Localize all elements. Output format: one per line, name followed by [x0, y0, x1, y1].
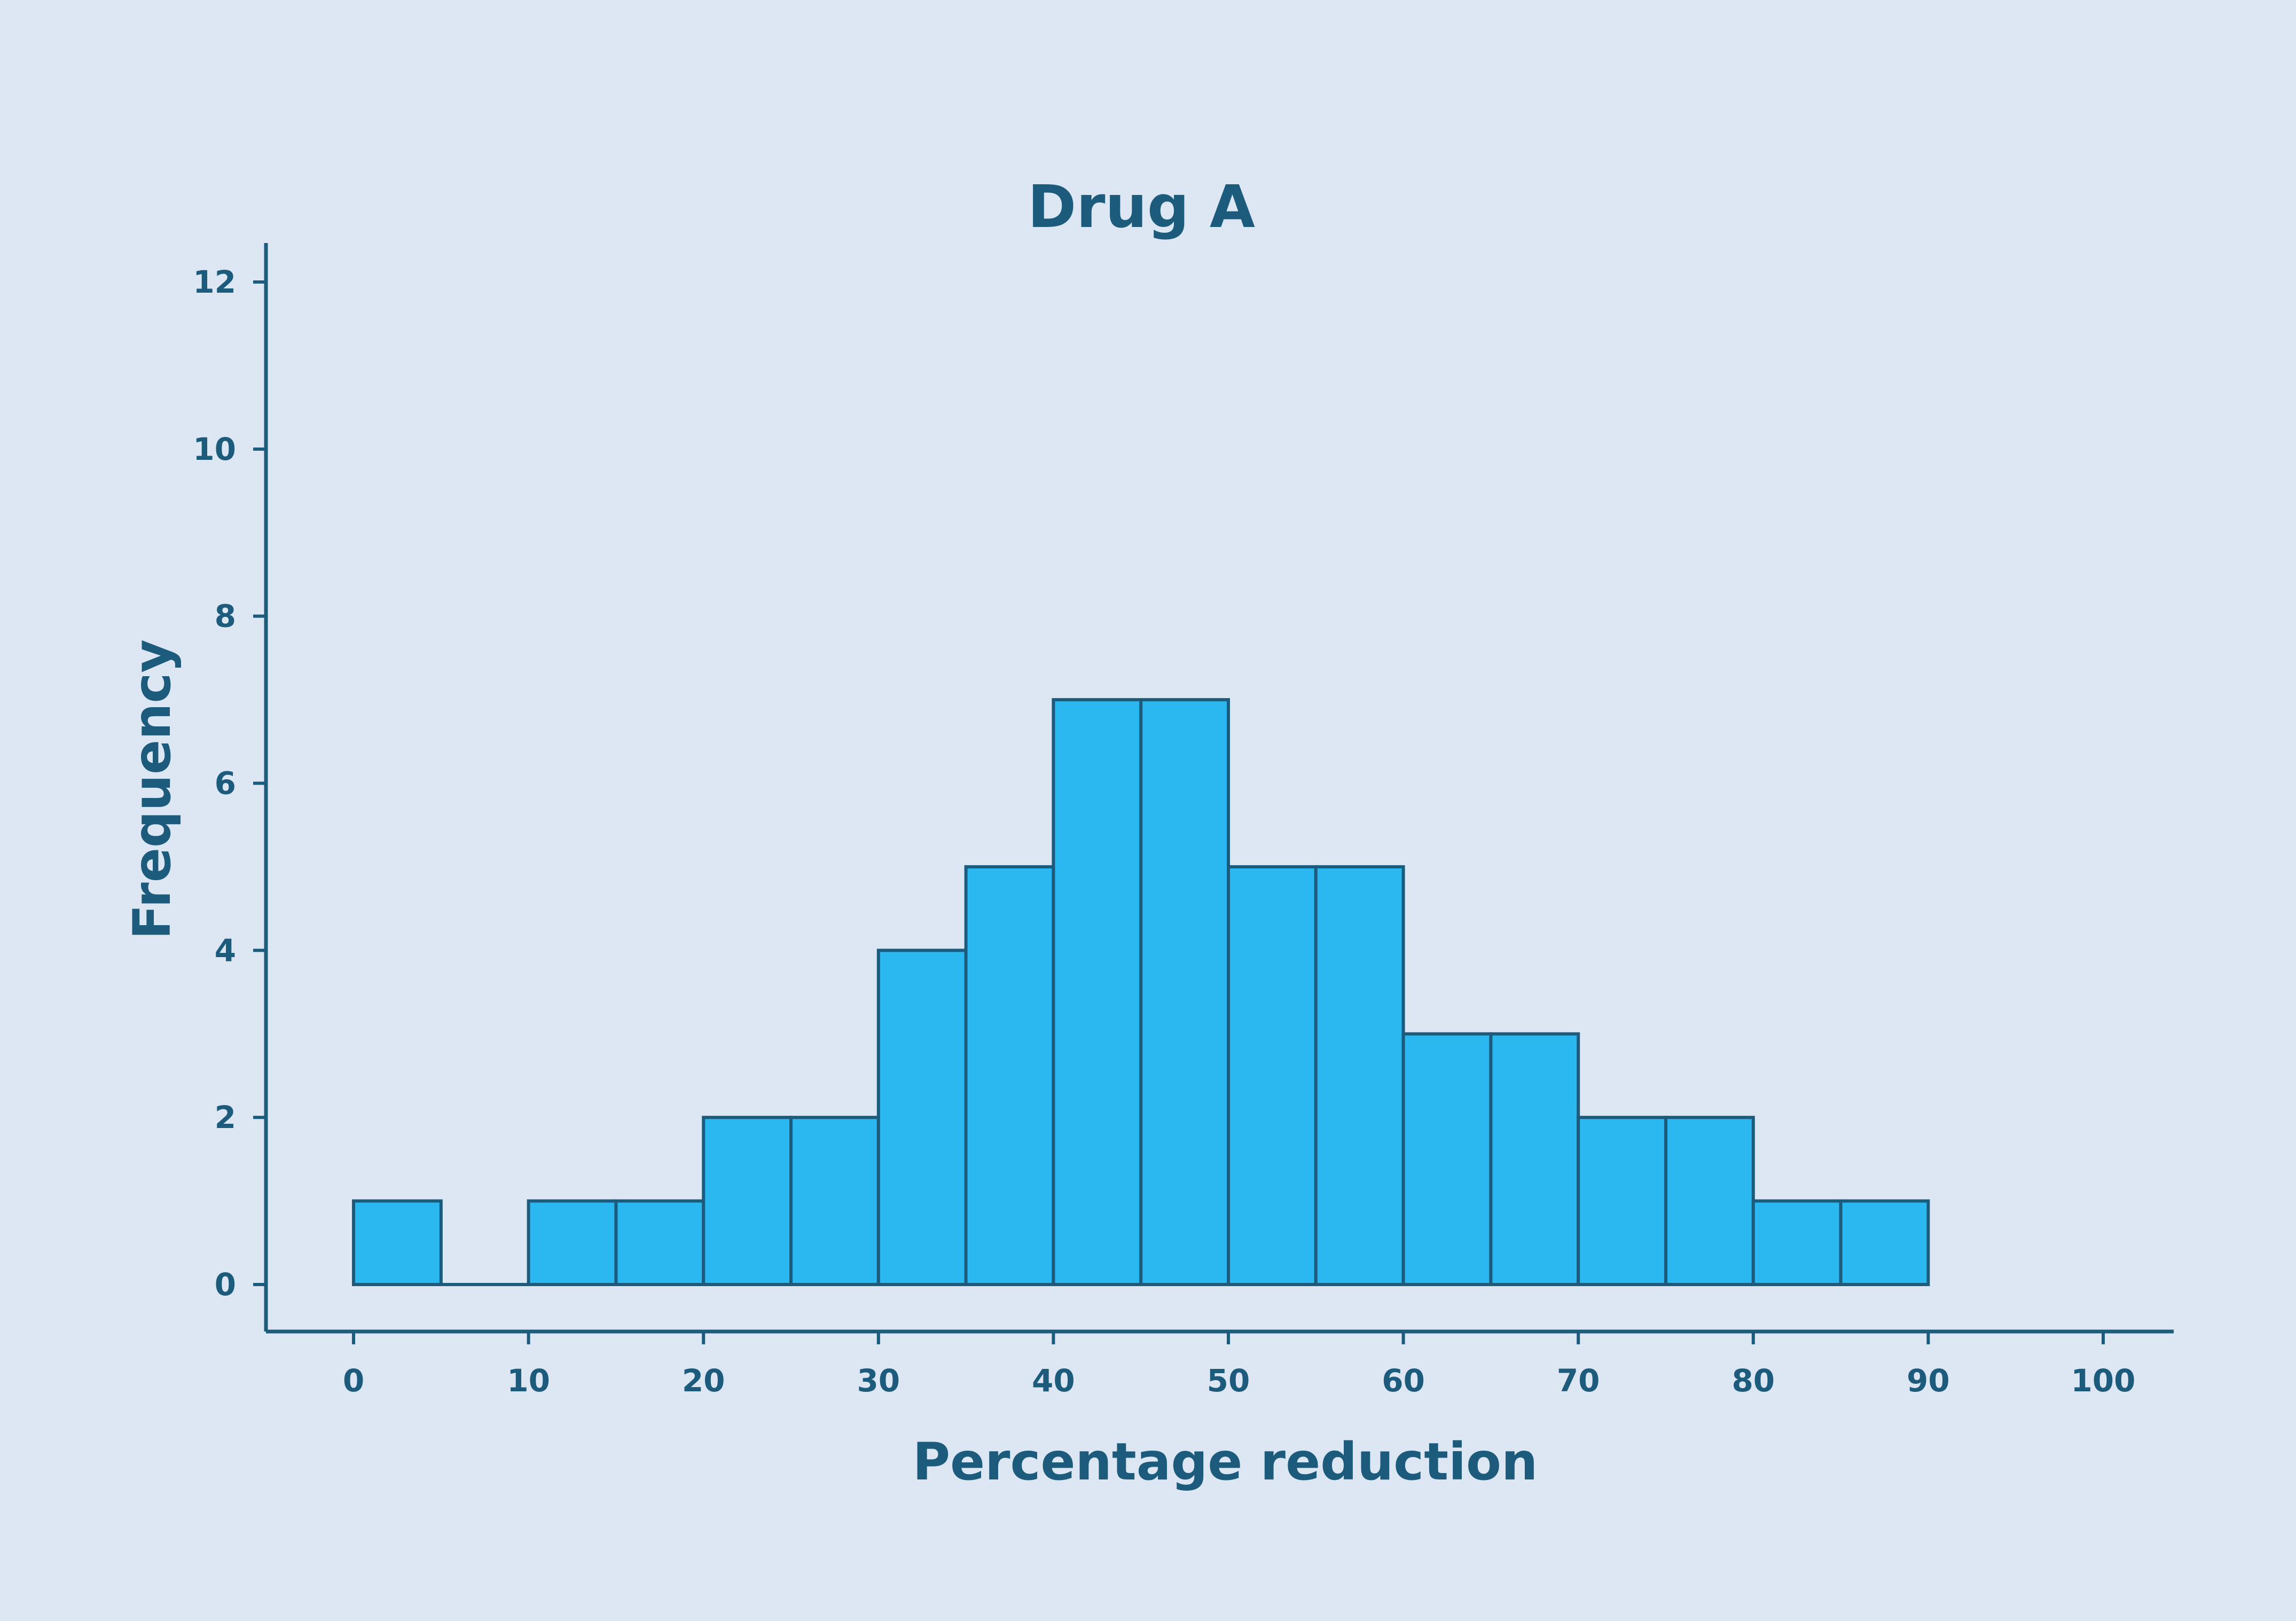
- y-tick-label-2: 2: [215, 1099, 236, 1136]
- histogram-bar-50-55: [1227, 865, 1318, 1286]
- histogram-bar-20-25: [702, 1116, 793, 1287]
- y-axis-label: Frequency: [122, 639, 182, 939]
- histogram-bar-45-50: [1139, 698, 1230, 1286]
- x-axis-ticks: 0 10 20 30 40 50 60 70 80 90 100: [343, 1332, 2136, 1399]
- histogram-bar-65-70: [1489, 1032, 1580, 1286]
- x-tick-label-50: 50: [1207, 1362, 1250, 1399]
- x-tick-label-0: 0: [343, 1362, 364, 1399]
- histogram-bar-60-65: [1401, 1032, 1493, 1286]
- x-tick-label-40: 40: [1032, 1362, 1075, 1399]
- x-tick-label-60: 60: [1382, 1362, 1425, 1399]
- histogram-bar-70-75: [1577, 1116, 1667, 1287]
- histogram-bar-35-40: [964, 865, 1055, 1286]
- histogram-bar-0-5: [352, 1199, 443, 1286]
- histogram-bar-25-30: [789, 1116, 880, 1287]
- chart-title: Drug A: [1028, 173, 1255, 241]
- x-tick-label-80: 80: [1731, 1362, 1775, 1399]
- x-tick-label-20: 20: [682, 1362, 725, 1399]
- histogram-bars: [352, 698, 1930, 1287]
- y-tick-label-0: 0: [215, 1266, 236, 1303]
- histogram-bar-10-15: [527, 1199, 618, 1286]
- axes: [264, 243, 2174, 1334]
- y-axis-ticks: 0 2 4 6 8 10 12: [193, 264, 266, 1303]
- histogram-bar-85-90: [1839, 1199, 1930, 1286]
- y-tick-label-6: 6: [215, 765, 236, 802]
- histogram-bar-80-85: [1751, 1199, 1843, 1286]
- x-tick-label-90: 90: [1907, 1362, 1950, 1399]
- histogram-bar-75-80: [1664, 1116, 1755, 1287]
- y-tick-label-4: 4: [215, 932, 236, 968]
- x-tick-label-70: 70: [1557, 1362, 1600, 1399]
- histogram-bar-55-60: [1314, 865, 1405, 1286]
- y-tick-label-12: 12: [193, 264, 236, 300]
- x-axis-label: Percentage reduction: [913, 1432, 1538, 1492]
- histogram-bar-40-45: [1052, 698, 1143, 1286]
- y-tick-label-10: 10: [193, 431, 236, 467]
- histogram-bar-15-20: [614, 1199, 706, 1286]
- y-tick-label-8: 8: [215, 598, 236, 635]
- histogram-bar-30-35: [876, 949, 968, 1287]
- x-tick-label-10: 10: [507, 1362, 550, 1399]
- x-tick-label-100: 100: [2071, 1362, 2135, 1399]
- x-tick-label-30: 30: [857, 1362, 900, 1399]
